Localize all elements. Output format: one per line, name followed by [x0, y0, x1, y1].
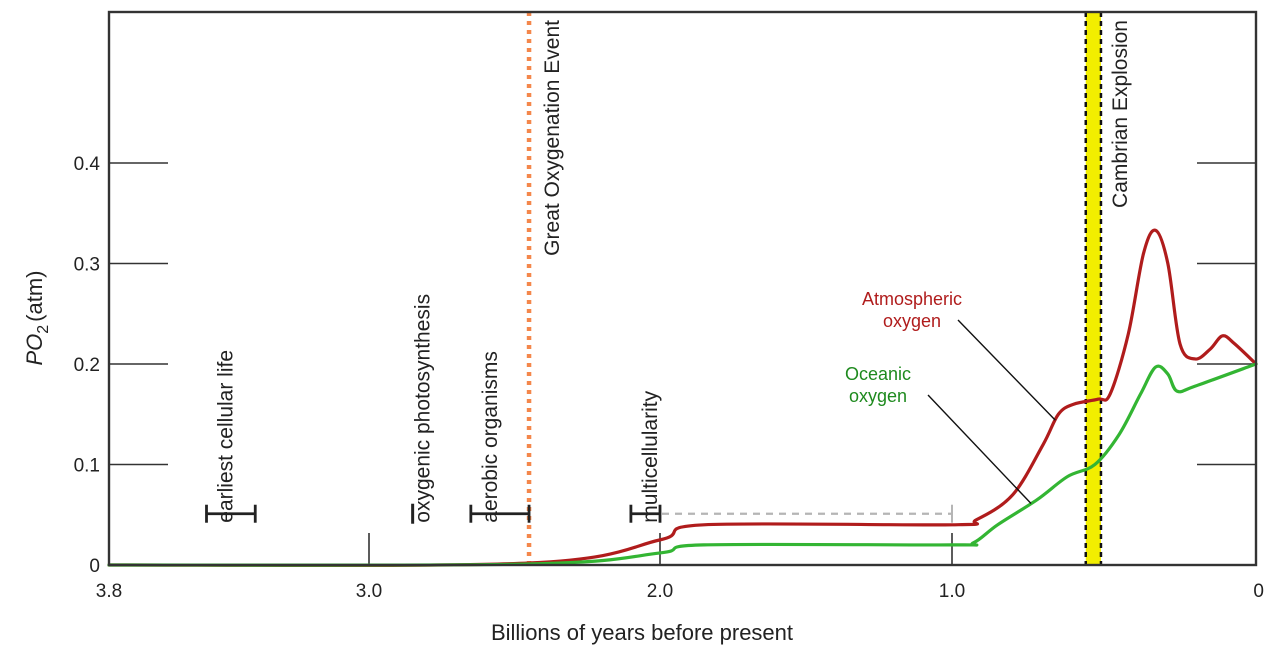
y-axis-title: PO2 (atm) — [22, 270, 52, 365]
series-label-line2: oxygen — [883, 311, 941, 331]
series-leader-line — [957, 319, 1056, 421]
y-tick-label: 0.3 — [74, 255, 100, 276]
plot-frame — [107, 10, 1258, 567]
atmospheric-oxygen-line — [107, 228, 1258, 568]
y-tick-label: 0.1 — [74, 456, 100, 477]
y-tick-label: 0.2 — [74, 355, 100, 376]
series-label-line1: Atmospheric — [862, 289, 962, 309]
event-annotations: earliest cellular life oxygenic photosynt… — [205, 294, 953, 524]
x-axis-title: Billions of years before present — [491, 620, 793, 645]
y-tick-marks — [109, 162, 1256, 565]
cambrian-explosion-label: Cambrian Explosion — [1109, 20, 1132, 208]
oceanic-oxygen-line — [107, 362, 1258, 567]
great-oxygenation-event-label: Great Oxygenation Event — [541, 20, 564, 256]
x-tick-label: 2.0 — [647, 581, 673, 602]
x-tick-label: 1.0 — [939, 581, 965, 602]
y-axis-title-main: PO — [22, 334, 47, 366]
series-lines — [107, 228, 1258, 568]
event-label: oxygenic photosynthesis — [412, 294, 435, 523]
series-label-line1: Oceanic — [845, 364, 911, 384]
y-axis-title-unit: (atm) — [22, 270, 47, 321]
plot-frame-border — [107, 10, 1258, 567]
event-label: earliest cellular life — [215, 350, 238, 523]
y-tick-label: 0.4 — [74, 154, 101, 175]
x-tick-label: 3.0 — [356, 581, 382, 602]
x-tick-label: 0 — [1253, 581, 1264, 602]
event-label: multicellularity — [639, 390, 662, 522]
cambrian-explosion-band — [1085, 12, 1101, 565]
y-tick-label: 0 — [89, 556, 100, 577]
event-label: aerobic organisms — [479, 351, 502, 523]
series-leader-line — [927, 394, 1032, 505]
y-axis-title-sub: 2 — [35, 325, 52, 334]
marker-layer: Great Oxygenation Event Cambrian Explosio… — [526, 12, 1132, 565]
series-label-line2: oxygen — [849, 386, 907, 406]
axis-labels: Billions of years before present PO2 (atm… — [22, 154, 1264, 645]
x-tick-label: 3.8 — [96, 581, 122, 602]
